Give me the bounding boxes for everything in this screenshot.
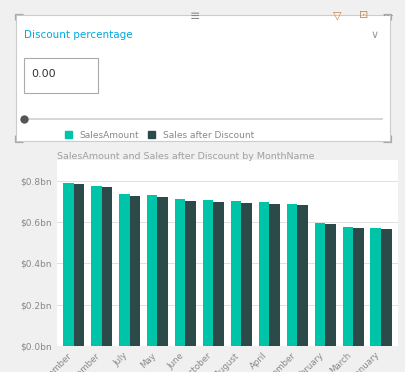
Bar	[73, 184, 84, 346]
Text: ···: ···	[382, 10, 394, 23]
Bar	[314, 223, 324, 346]
Text: Discount percentage: Discount percentage	[23, 30, 132, 40]
Bar	[370, 228, 380, 346]
Text: ⊡: ⊡	[358, 10, 367, 20]
Bar	[63, 183, 73, 346]
Bar	[129, 196, 140, 346]
Bar	[258, 202, 269, 346]
Bar	[175, 199, 185, 346]
Bar	[269, 204, 279, 346]
Bar	[342, 227, 352, 346]
Bar	[147, 195, 157, 346]
Bar	[202, 200, 213, 346]
Bar	[241, 203, 252, 346]
Text: SalesAmount and Sales after Discount by MonthName: SalesAmount and Sales after Discount by …	[57, 152, 313, 161]
FancyBboxPatch shape	[23, 58, 98, 93]
Text: ≡: ≡	[189, 10, 200, 23]
Bar	[230, 201, 241, 346]
Bar	[324, 224, 335, 346]
Bar	[213, 202, 224, 346]
Bar	[296, 205, 307, 346]
Legend: SalesAmount, Sales after Discount: SalesAmount, Sales after Discount	[61, 127, 257, 144]
Bar	[157, 196, 168, 346]
Text: 0.00: 0.00	[31, 69, 55, 79]
Bar	[185, 201, 196, 346]
Bar	[91, 186, 101, 346]
Bar	[352, 228, 363, 346]
Bar	[101, 187, 112, 346]
Bar	[119, 194, 129, 346]
Bar	[380, 230, 391, 346]
Bar	[286, 204, 296, 346]
Text: ∨: ∨	[369, 30, 377, 40]
Text: ▽: ▽	[332, 10, 340, 20]
